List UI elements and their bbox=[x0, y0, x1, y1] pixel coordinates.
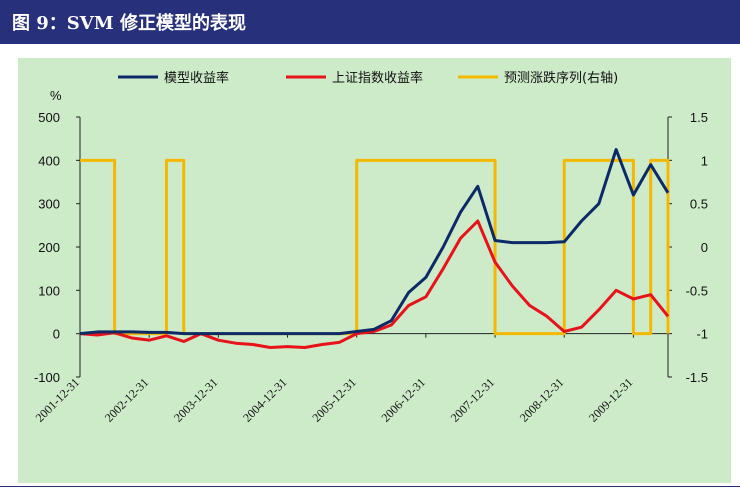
figure-title: 图 9：SVM 修正模型的表现 bbox=[12, 13, 246, 34]
left-tick-label: 200 bbox=[38, 240, 60, 255]
right-tick-label: 1 bbox=[701, 153, 708, 168]
x-tick-label: 2006-12-31 bbox=[379, 375, 428, 424]
right-tick-label: -1 bbox=[696, 327, 708, 342]
left-tick-label: 500 bbox=[38, 110, 60, 125]
x-tick-label: 2009-12-31 bbox=[586, 375, 635, 424]
series-lines bbox=[79, 148, 670, 350]
chart-area: 模型收益率 上证指数收益率 预测涨跌序列(右轴) % -100 0 100 200 300 4… bbox=[18, 58, 731, 483]
unit-label: % bbox=[50, 88, 62, 103]
bottom-rule bbox=[0, 486, 740, 487]
left-tick-label: -100 bbox=[34, 370, 60, 385]
right-tick-label: 0.5 bbox=[690, 197, 708, 212]
right-tick-label: -1.5 bbox=[686, 370, 708, 385]
figure-title-bar: 图 9：SVM 修正模型的表现 bbox=[0, 0, 740, 44]
legend: 模型收益率 上证指数收益率 预测涨跌序列(右轴) bbox=[118, 70, 618, 86]
series-line-0 bbox=[79, 148, 670, 336]
left-tick-label: 400 bbox=[38, 153, 60, 168]
x-tick-label: 2008-12-31 bbox=[517, 375, 566, 424]
x-tick-label: 2002-12-31 bbox=[102, 375, 151, 424]
right-tick-label: -0.5 bbox=[686, 283, 708, 298]
x-axis-ticks: 2001-12-31 2002-12-31 2003-12-31 2004-12-31… bbox=[33, 333, 636, 425]
right-axis-ticks: -1.5 -1 -0.5 0 0.5 1 1.5 bbox=[668, 110, 708, 385]
right-tick-label: 0 bbox=[701, 240, 708, 255]
legend-label-2: 预测涨跌序列(右轴) bbox=[504, 70, 618, 86]
left-tick-label: 300 bbox=[38, 197, 60, 212]
x-tick-label: 2007-12-31 bbox=[448, 375, 497, 424]
legend-label-0: 模型收益率 bbox=[164, 70, 229, 86]
series-line-2 bbox=[80, 158, 670, 336]
right-tick-label: 1.5 bbox=[690, 110, 708, 125]
axes bbox=[79, 117, 669, 377]
left-tick-label: 0 bbox=[53, 327, 60, 342]
x-tick-label: 2004-12-31 bbox=[240, 375, 289, 424]
x-tick-label: 2005-12-31 bbox=[309, 375, 358, 424]
left-axis-ticks: -100 0 100 200 300 400 500 bbox=[34, 110, 80, 385]
series-line-1 bbox=[79, 219, 670, 350]
left-tick-label: 100 bbox=[38, 283, 60, 298]
x-tick-label: 2003-12-31 bbox=[171, 375, 220, 424]
legend-label-1: 上证指数收益率 bbox=[332, 70, 423, 86]
chart-svg: 模型收益率 上证指数收益率 预测涨跌序列(右轴) % -100 0 100 200 300 4… bbox=[33, 70, 708, 425]
